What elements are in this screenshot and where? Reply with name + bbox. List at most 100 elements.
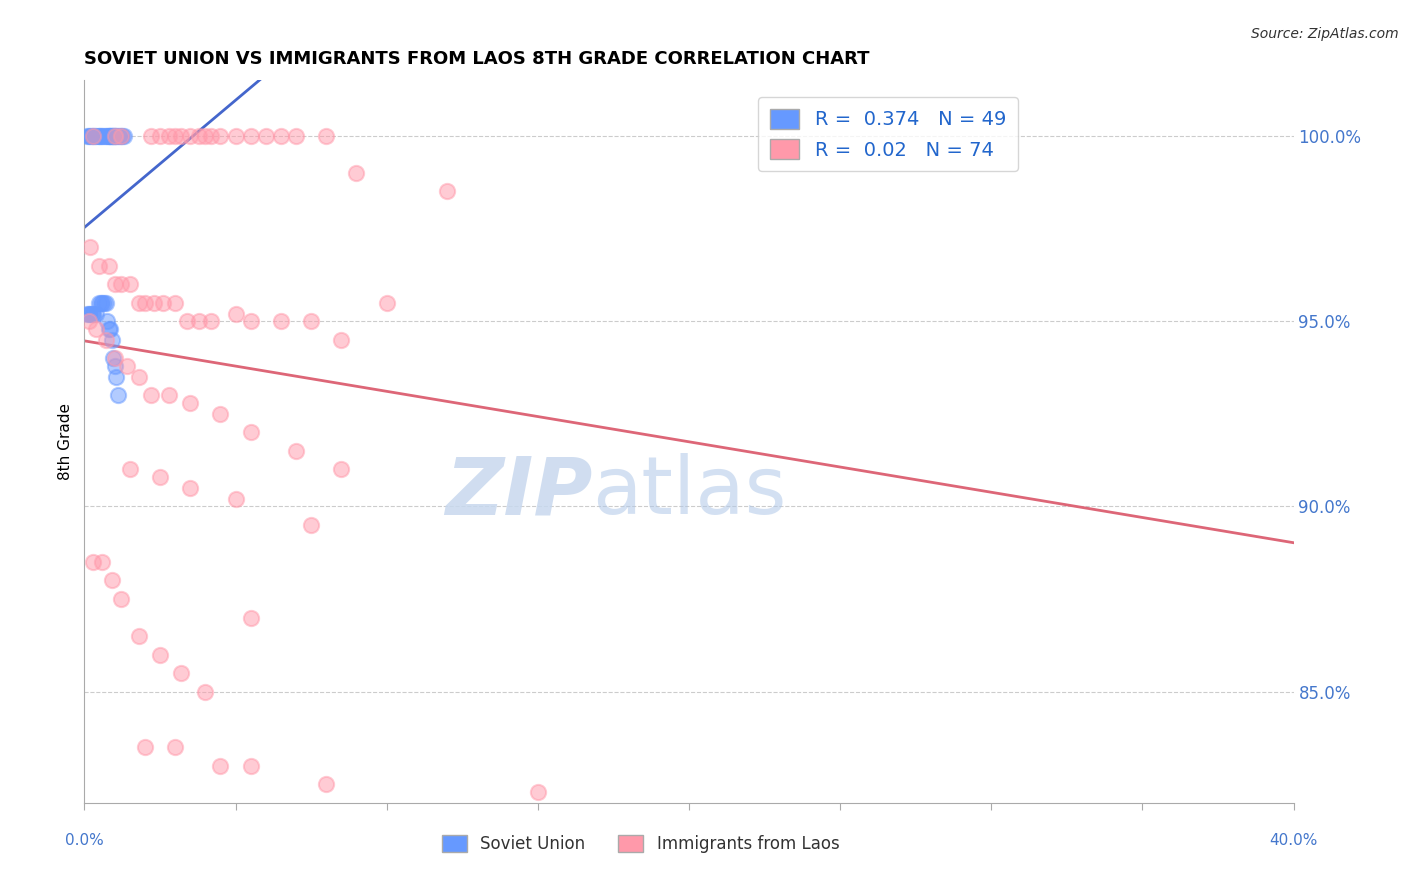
Point <box>270 314 292 328</box>
Point <box>139 128 162 143</box>
Point <box>100 128 122 143</box>
Point <box>98 321 121 335</box>
Point <box>115 359 138 373</box>
Text: atlas: atlas <box>592 453 786 531</box>
Point <box>91 128 114 143</box>
Point <box>105 369 128 384</box>
Point <box>104 128 127 143</box>
Point <box>188 128 211 143</box>
Point <box>110 128 132 143</box>
Point <box>110 277 132 291</box>
Point <box>82 555 104 569</box>
Y-axis label: 8th Grade: 8th Grade <box>58 403 73 480</box>
Point <box>209 758 232 772</box>
Point <box>96 128 118 143</box>
Point <box>299 314 322 328</box>
Point <box>194 128 217 143</box>
Point <box>134 740 156 755</box>
Point <box>93 295 115 310</box>
Point <box>112 128 135 143</box>
Point <box>239 758 262 772</box>
Point <box>179 481 201 495</box>
Text: 40.0%: 40.0% <box>1270 833 1317 848</box>
Point <box>80 128 103 143</box>
Point <box>94 333 117 347</box>
Point <box>80 307 103 321</box>
Point <box>111 128 134 143</box>
Point <box>285 128 308 143</box>
Point <box>79 240 101 254</box>
Point <box>254 128 277 143</box>
Text: SOVIET UNION VS IMMIGRANTS FROM LAOS 8TH GRADE CORRELATION CHART: SOVIET UNION VS IMMIGRANTS FROM LAOS 8TH… <box>84 50 870 68</box>
Point <box>104 128 127 143</box>
Point <box>179 128 201 143</box>
Point <box>118 277 141 291</box>
Legend: Soviet Union, Immigrants from Laos: Soviet Union, Immigrants from Laos <box>434 828 846 860</box>
Point <box>98 128 121 143</box>
Point <box>179 395 201 409</box>
Point <box>142 295 165 310</box>
Point <box>97 321 120 335</box>
Point <box>170 666 193 681</box>
Point <box>225 491 247 506</box>
Point <box>149 648 172 662</box>
Point <box>77 307 100 321</box>
Point <box>98 128 121 143</box>
Text: 0.0%: 0.0% <box>65 833 104 848</box>
Point <box>225 128 247 143</box>
Point <box>225 307 247 321</box>
Point <box>170 128 193 143</box>
Point <box>330 333 353 347</box>
Point <box>194 684 217 698</box>
Point <box>209 407 232 421</box>
Point <box>89 295 111 310</box>
Point <box>100 128 122 143</box>
Text: ZIP: ZIP <box>444 453 592 531</box>
Point <box>91 555 114 569</box>
Point <box>157 388 180 402</box>
Point <box>239 610 262 624</box>
Point <box>90 295 112 310</box>
Point <box>128 295 150 310</box>
Point <box>97 128 120 143</box>
Point <box>527 785 550 799</box>
Point <box>79 307 101 321</box>
Text: Source: ZipAtlas.com: Source: ZipAtlas.com <box>1251 27 1399 41</box>
Point <box>149 469 172 483</box>
Point <box>165 740 187 755</box>
Point <box>330 462 353 476</box>
Point <box>165 128 187 143</box>
Point <box>100 333 122 347</box>
Point <box>97 128 120 143</box>
Point <box>91 295 114 310</box>
Point <box>200 128 222 143</box>
Point <box>86 307 108 321</box>
Point <box>375 295 398 310</box>
Point <box>104 351 127 366</box>
Point <box>134 295 156 310</box>
Point <box>110 128 132 143</box>
Point <box>108 128 131 143</box>
Point <box>110 592 132 607</box>
Point <box>82 128 104 143</box>
Point <box>96 314 118 328</box>
Point <box>104 277 127 291</box>
Point <box>165 295 187 310</box>
Point <box>97 259 120 273</box>
Point <box>239 128 262 143</box>
Point <box>101 128 124 143</box>
Point <box>107 388 129 402</box>
Point <box>104 359 127 373</box>
Point <box>285 443 308 458</box>
Point <box>436 185 458 199</box>
Point <box>94 128 117 143</box>
Point <box>76 307 98 321</box>
Point <box>270 128 292 143</box>
Point <box>79 128 101 143</box>
Point <box>76 128 98 143</box>
Point <box>299 517 322 532</box>
Point <box>93 128 115 143</box>
Point <box>86 321 108 335</box>
Point <box>315 128 337 143</box>
Point <box>239 425 262 440</box>
